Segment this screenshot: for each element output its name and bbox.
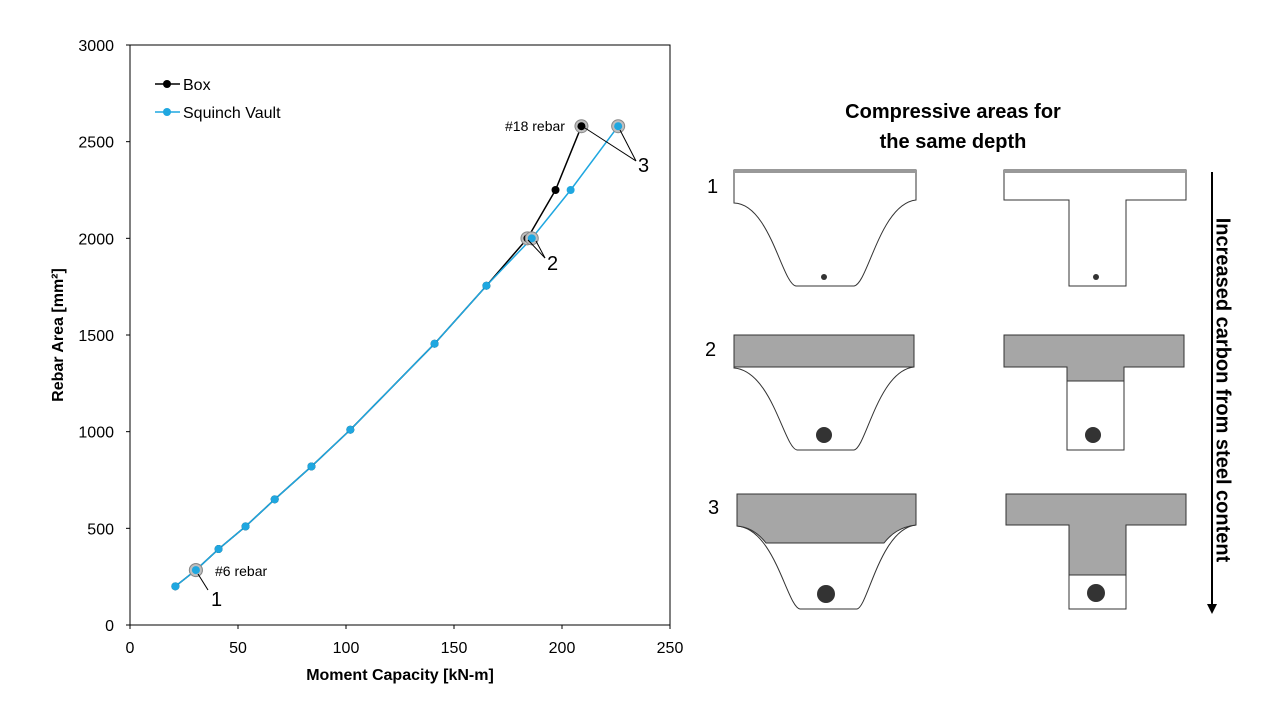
compression-zone [1004,170,1186,173]
data-point [551,186,560,194]
data-point [171,582,180,591]
data-point [614,122,623,131]
compression-zone [1003,334,1185,382]
annotation: 2 [547,253,558,275]
y-tick-label: 500 [87,521,114,538]
legend-marker [163,80,171,88]
y-tick-label: 2000 [78,231,114,248]
diagram: Compressive areas for the same depth 1 2… [705,101,1234,614]
leader-line [619,129,637,162]
legend-label: Squinch Vault [183,105,281,122]
plot-frame [129,44,671,626]
x-axis-label: Moment Capacity [kN-m] [306,667,494,684]
rebar [1087,584,1105,602]
y-tick-label: 1000 [78,425,114,442]
rebar [817,585,835,603]
data-point [214,545,223,554]
legend-label: Box [183,77,211,94]
leader-line [535,240,546,259]
diagram-title: Compressive areas for [845,101,1061,123]
t-section [1003,169,1187,287]
data-point [527,234,536,243]
leader-line [584,127,637,162]
annotation: 1 [211,589,222,611]
series-line [174,125,619,587]
row-label: 2 [705,339,716,361]
rebar [1085,427,1101,443]
data-point [346,425,355,434]
compression-zone [733,334,915,368]
x-tick-label: 50 [229,640,247,657]
rebar [816,427,832,443]
data-point [566,186,575,194]
compression-zone [734,170,916,173]
diagram-title: the same depth [880,131,1027,153]
rebar [1093,274,1099,280]
side-label: Increased carbon from steel content [1212,218,1234,563]
legend-marker [163,108,171,116]
y-tick-label: 0 [105,618,114,635]
data-point [241,522,250,531]
x-tick-label: 200 [549,640,576,657]
y-axis-label: Rebar Area [mm²] [50,268,67,402]
x-tick-label: 250 [657,640,684,657]
row-label: 3 [708,497,719,519]
data-point [482,281,491,290]
x-tick-label: 100 [333,640,360,657]
annotation: #6 rebar [215,563,267,579]
compression-zone [736,493,917,544]
data-point [307,462,316,471]
rebar [821,274,827,280]
compression-zone [1005,493,1187,576]
y-tick-label: 2500 [78,135,114,152]
x-tick-label: 0 [126,640,135,657]
y-tick-label: 1500 [78,328,114,345]
annotations: #6 rebar 1 #18 rebar 2 3 [197,118,649,611]
annotation: 3 [638,155,649,177]
data-point [191,566,200,575]
squinch-section [733,169,917,287]
leader-line [197,573,209,591]
arrow-head [1207,604,1217,614]
y-tick-label: 3000 [78,38,114,55]
x-tick-label: 150 [441,640,468,657]
leader-line [527,239,546,259]
data-point [430,339,439,348]
annotation: #18 rebar [505,118,565,134]
series-line [174,125,583,587]
data-point [577,122,586,131]
data-point [270,495,279,504]
row-label: 1 [707,176,718,198]
